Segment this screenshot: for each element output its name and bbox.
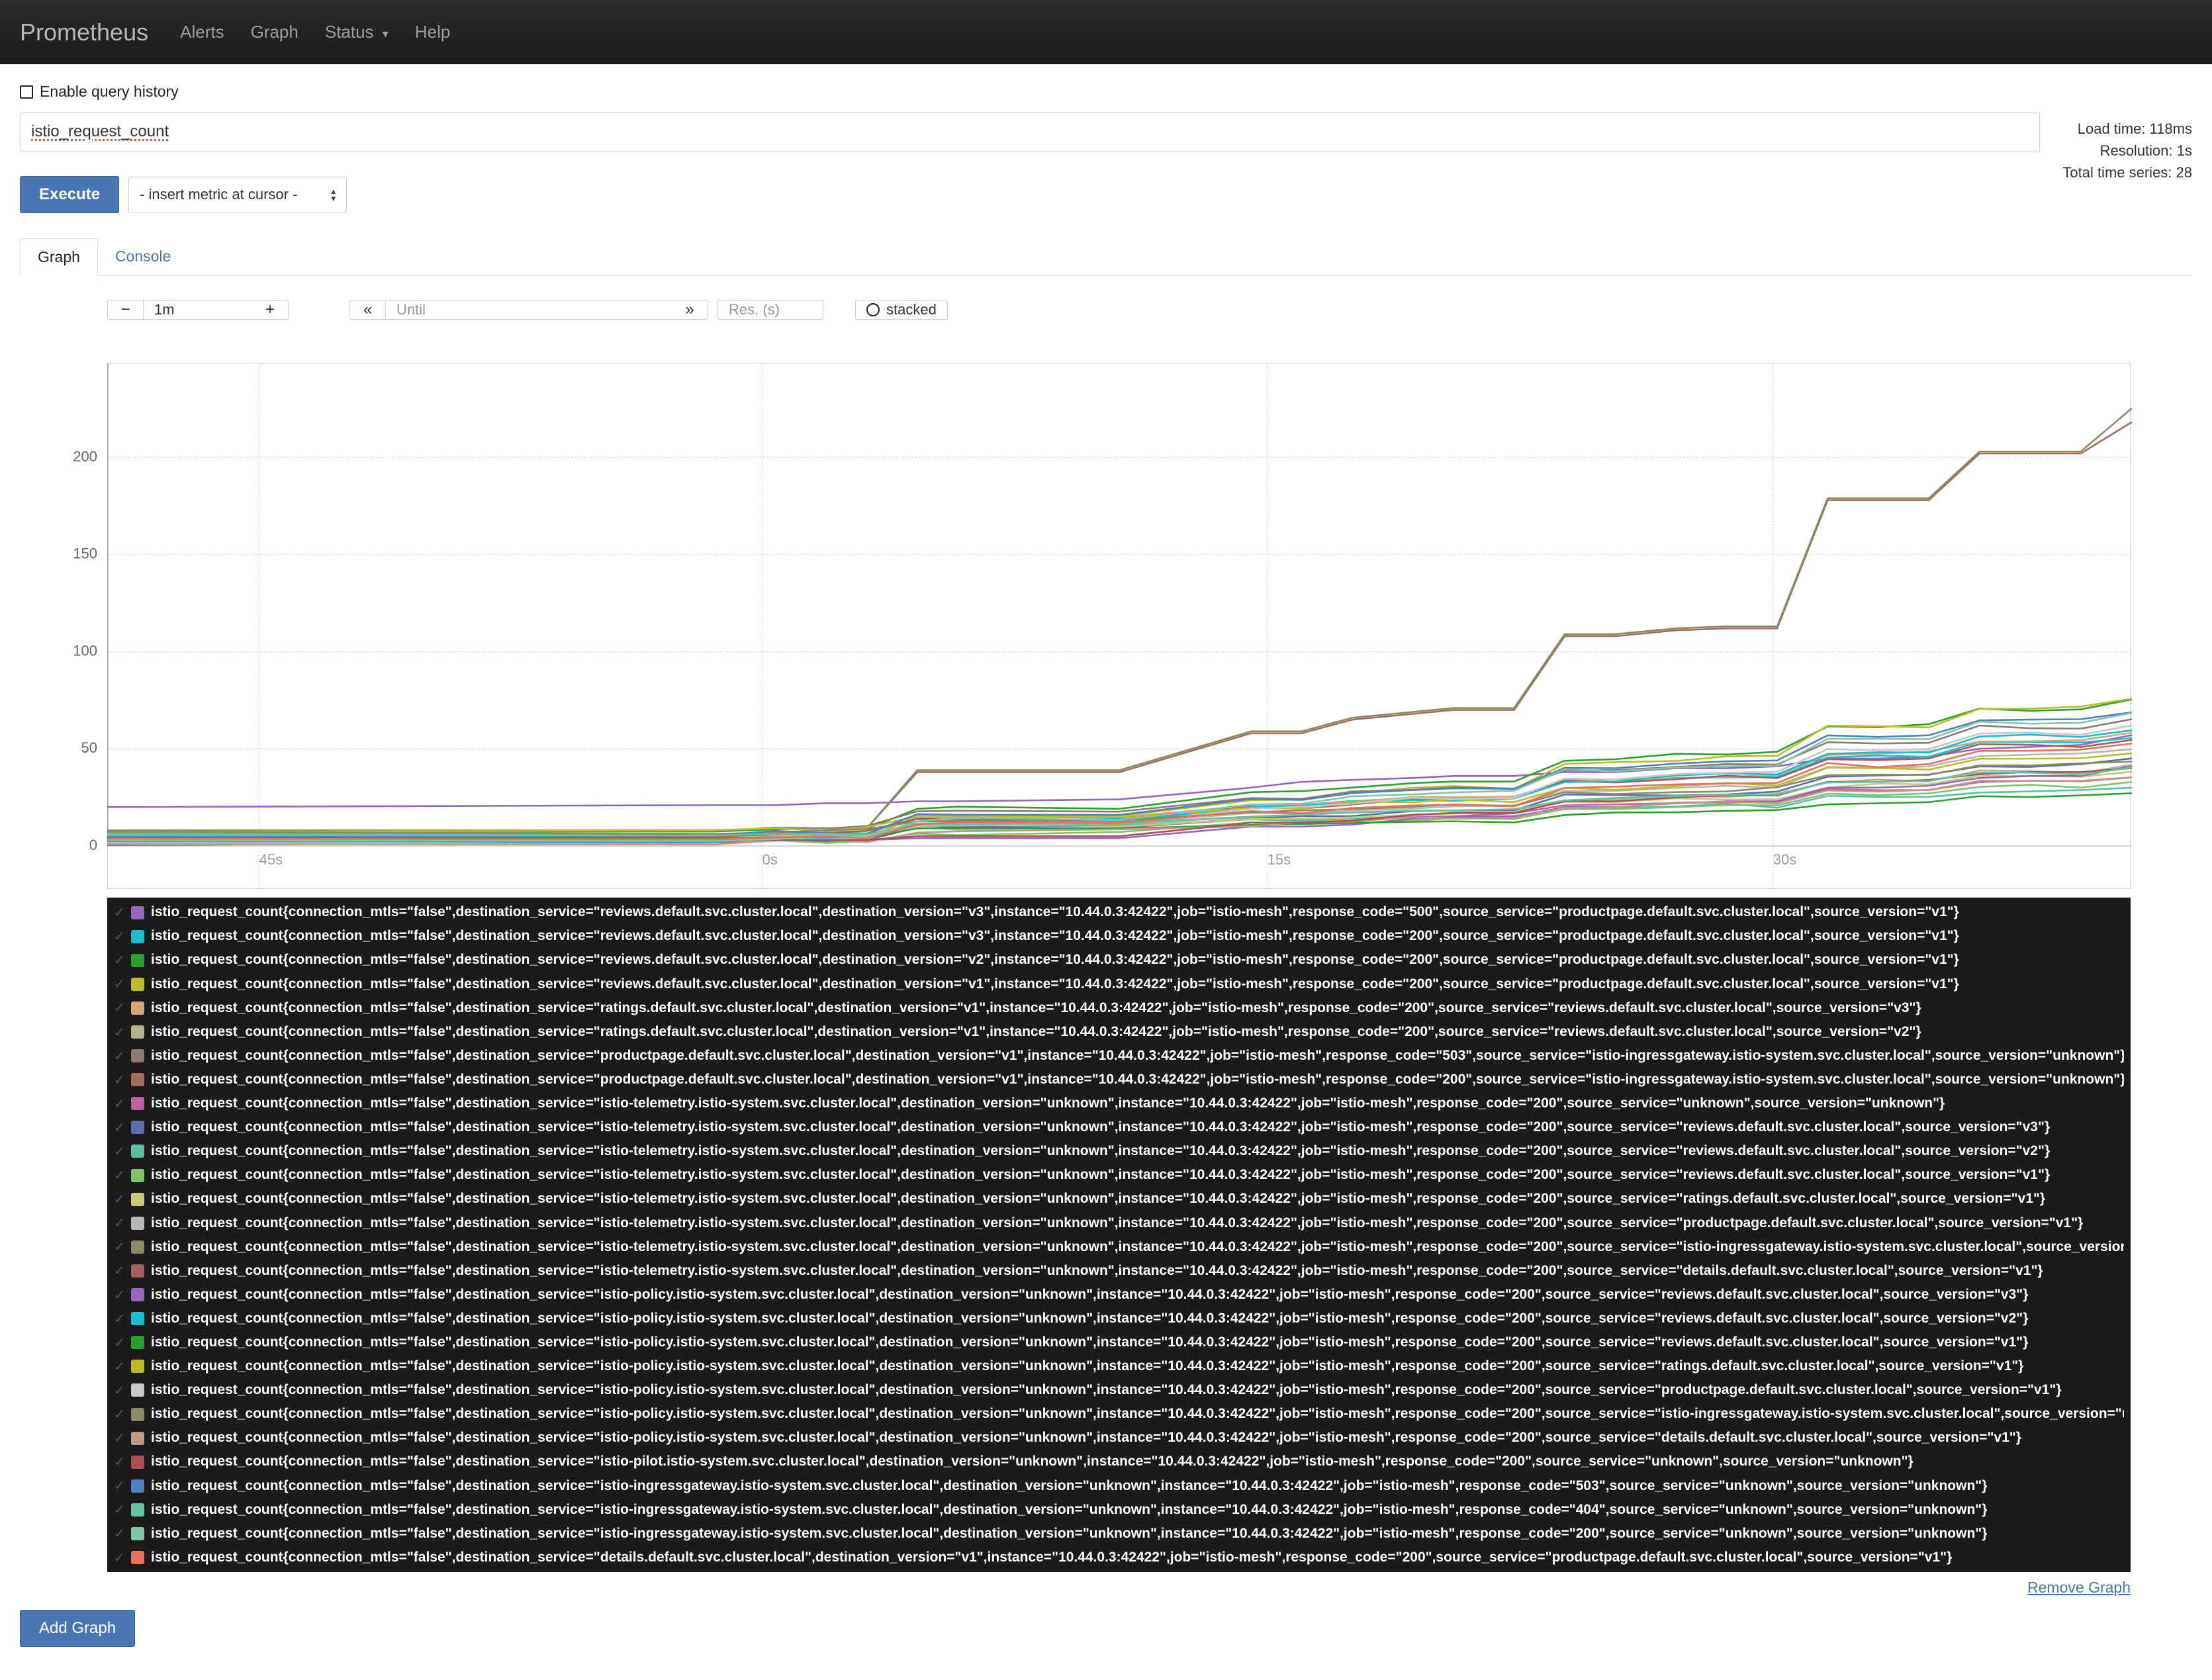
svg-text:15s: 15s (1267, 851, 1291, 868)
svg-text:30s: 30s (1773, 851, 1796, 868)
svg-text:0: 0 (89, 837, 97, 853)
svg-text:0s: 0s (762, 851, 778, 868)
svg-text:50: 50 (81, 739, 97, 756)
svg-text:200: 200 (73, 448, 97, 465)
svg-text:150: 150 (73, 545, 97, 562)
svg-text:100: 100 (73, 642, 97, 659)
svg-text:45s: 45s (259, 851, 283, 868)
